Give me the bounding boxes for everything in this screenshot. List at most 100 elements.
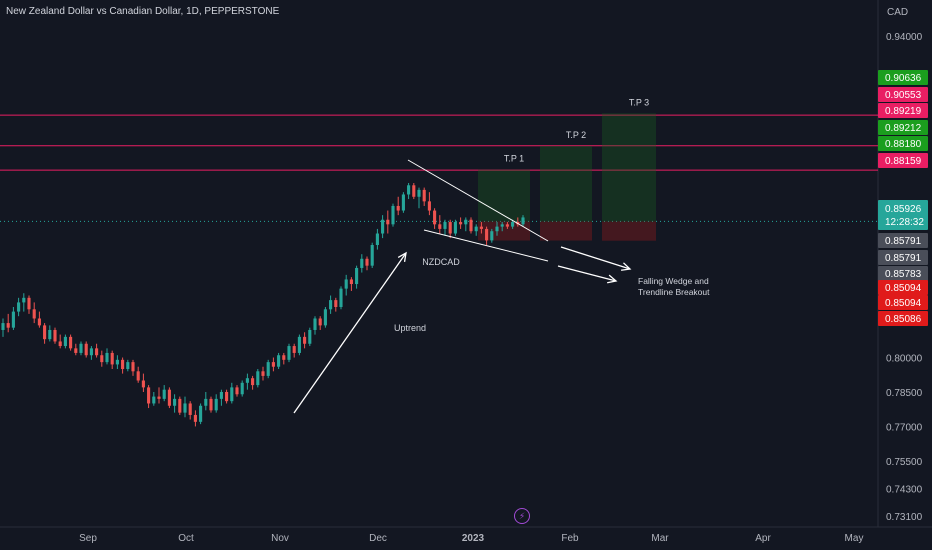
candle-body	[485, 228, 489, 241]
candle-body	[521, 217, 525, 225]
candle-body	[105, 352, 109, 363]
candle-body	[141, 380, 145, 388]
candle-body	[204, 398, 208, 406]
candle-body	[490, 231, 494, 241]
candle-body	[152, 396, 156, 404]
y-tick-label: 0.75500	[886, 457, 923, 468]
price-label-value: 0.90553	[885, 90, 922, 101]
candle-body	[453, 222, 457, 234]
candle-body	[355, 267, 359, 285]
candle-body	[193, 414, 197, 422]
candle-body	[53, 329, 57, 342]
candle-body	[427, 201, 431, 211]
candle-body	[225, 391, 229, 402]
candle-body	[245, 378, 249, 383]
annotation-symbol: NZDCAD	[422, 257, 460, 267]
candle-body	[235, 387, 239, 395]
candle-body	[230, 387, 234, 402]
candle-body	[209, 398, 213, 411]
candle-body	[74, 348, 78, 353]
candle-body	[422, 189, 426, 202]
candle-body	[6, 323, 10, 328]
candle-body	[126, 362, 130, 370]
candle-body	[48, 329, 52, 340]
price-label-value: 0.85086	[885, 314, 922, 325]
x-tick-label: Feb	[561, 533, 579, 544]
candle-body	[1, 323, 5, 330]
price-label-box	[878, 280, 928, 295]
candle-body	[396, 205, 400, 211]
candle-body	[251, 378, 255, 386]
candle-body	[318, 318, 322, 326]
candle-body	[308, 329, 312, 344]
candle-body	[292, 346, 296, 353]
candle-body	[469, 219, 473, 232]
price-label-box	[878, 153, 928, 168]
candle-body	[147, 387, 151, 404]
current-price-label-box	[878, 200, 928, 230]
breakout-arrow-1-head	[620, 262, 632, 271]
candle-body	[360, 258, 364, 268]
candle-body	[110, 352, 114, 365]
annotation-pattern-line1: Falling Wedge and	[638, 276, 709, 286]
profit-zone	[540, 145, 592, 222]
target-label: T.P 3	[629, 97, 649, 107]
price-label-value: 0.85783	[885, 269, 922, 280]
candle-body	[89, 348, 93, 356]
x-tick-label: Mar	[651, 533, 669, 544]
candle-body	[407, 185, 411, 195]
breakout-arrow-2-head	[607, 274, 618, 284]
price-label-value: 0.85791	[885, 236, 922, 247]
candle-body	[219, 391, 223, 399]
candle-body	[479, 226, 483, 229]
x-tick-label: Sep	[79, 533, 97, 544]
price-label-value: 0.85791	[885, 253, 922, 264]
y-tick-label: 0.74300	[886, 484, 923, 495]
candle-body	[334, 300, 338, 308]
candle-body	[495, 226, 499, 232]
candle-body	[271, 362, 275, 367]
candle-body	[95, 348, 99, 356]
profit-zone	[478, 169, 530, 222]
candle-body	[136, 371, 140, 381]
candle-body	[391, 205, 395, 225]
x-tick-label: May	[845, 533, 864, 544]
candle-body	[505, 224, 509, 227]
price-label-box	[878, 266, 928, 281]
candle-body	[464, 219, 468, 225]
candle-body	[339, 288, 343, 308]
currency-label: CAD	[887, 7, 909, 18]
loss-zone	[540, 221, 592, 241]
price-label-value: 0.88159	[885, 156, 922, 167]
candle-body	[329, 300, 333, 310]
uptrend-arrow-head	[397, 251, 407, 262]
candle-body	[412, 185, 416, 197]
x-tick-label: Oct	[178, 533, 194, 544]
price-label-box	[878, 311, 928, 326]
chart-title: New Zealand Dollar vs Canadian Dollar, 1…	[6, 6, 280, 17]
candle-body	[43, 325, 47, 340]
candle-body	[448, 222, 452, 234]
price-label-box	[878, 136, 928, 151]
candle-body	[297, 336, 301, 353]
annotation-pattern-line2: Trendline Breakout	[638, 287, 710, 297]
candle-body	[459, 222, 463, 225]
x-tick-label: Nov	[271, 533, 289, 544]
price-label-box	[878, 103, 928, 118]
candle-body	[100, 355, 104, 363]
candle-body	[277, 355, 281, 367]
breakout-arrow-1	[560, 246, 631, 270]
y-tick-label: 0.73100	[886, 512, 923, 523]
candle-body	[69, 336, 73, 349]
candle-body	[282, 355, 286, 360]
candle-body	[157, 396, 161, 399]
x-tick-label: Dec	[369, 533, 387, 544]
lightning-icon[interactable]: ⚡	[514, 508, 530, 524]
candle-body	[261, 371, 265, 376]
candle-body	[443, 222, 447, 229]
price-label-value: 0.85094	[885, 298, 922, 309]
candle-body	[17, 302, 21, 312]
candle-body	[188, 403, 192, 415]
candle-body	[303, 336, 307, 344]
